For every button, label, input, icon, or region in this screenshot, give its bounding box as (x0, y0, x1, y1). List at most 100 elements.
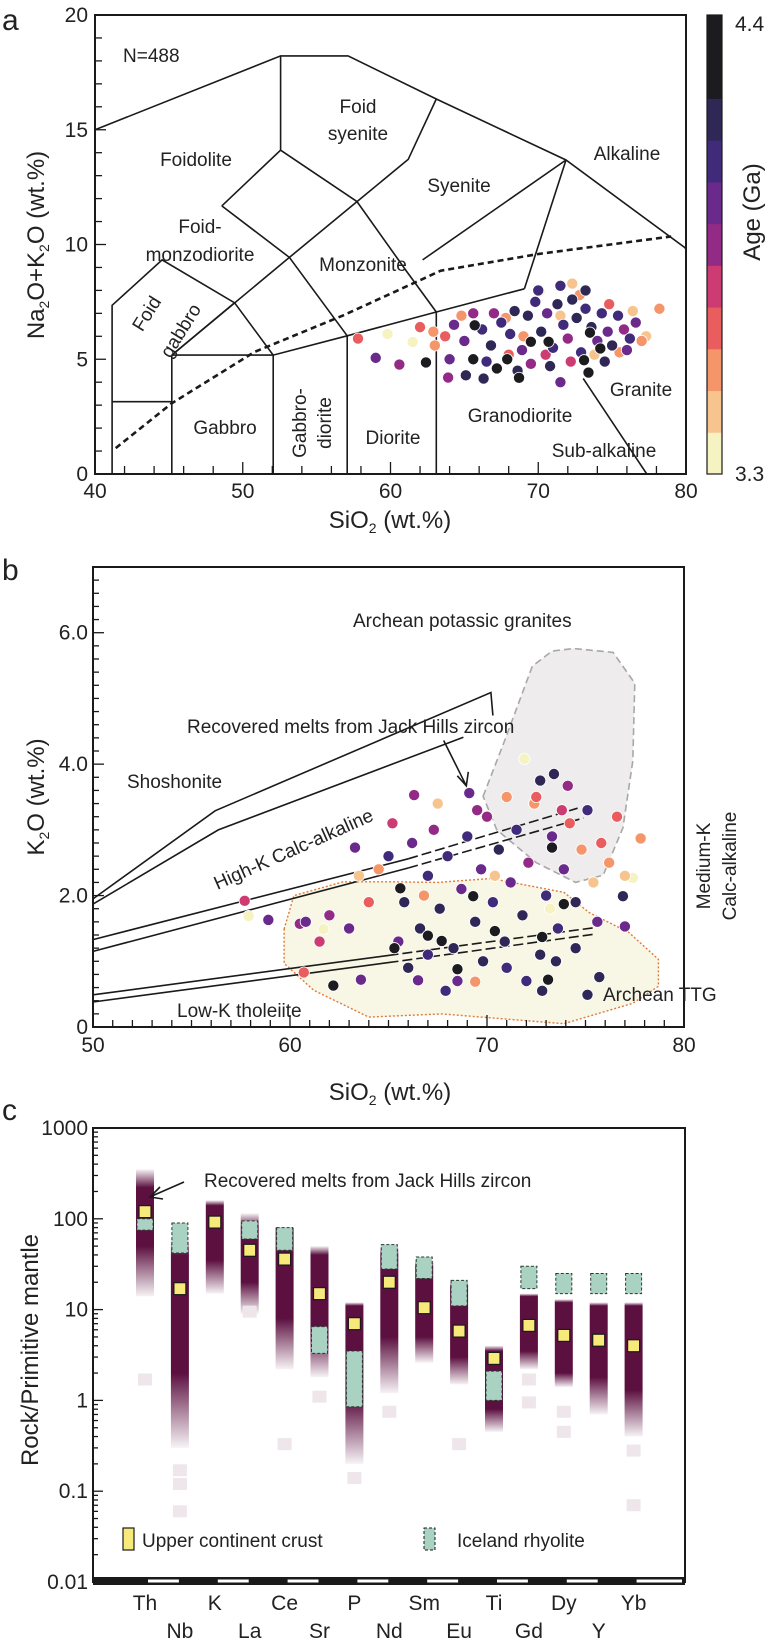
data-point (477, 372, 490, 385)
data-point (412, 974, 425, 987)
series-boundary-line (92, 961, 389, 1003)
melt-range-bar-Yb (624, 1302, 643, 1437)
field-boundary-line (221, 205, 348, 337)
data-point (524, 357, 537, 370)
melt-outlier-Nd (382, 1405, 397, 1418)
data-point (461, 830, 474, 843)
label-archean-ttg: Archean TTG (603, 985, 717, 1006)
x-axis-dash (636, 1579, 682, 1583)
data-point (323, 909, 336, 922)
y-tick-label: 0.1 (59, 1480, 88, 1503)
data-point (551, 298, 564, 311)
data-point (579, 302, 592, 315)
data-point (238, 894, 251, 907)
data-point (382, 850, 395, 863)
data-point (582, 366, 595, 379)
data-point (540, 889, 553, 902)
tas-field-labels: N=488 Foid syenite Foidolite Syenite Alk… (123, 46, 672, 462)
field-boundary-line (111, 258, 236, 474)
panel-a: a 40 50 60 70 80 0 5 10 15 20 N=488 Foid syenite … (2, 4, 766, 536)
melt-outlier-Gd (521, 1396, 536, 1409)
ucc-marker-Gd (522, 1318, 536, 1332)
data-point (579, 284, 592, 297)
y-tick-label: 0 (76, 463, 88, 486)
data-point (620, 344, 633, 357)
y-tick-label: 10 (65, 1299, 88, 1322)
colorbar-bin (707, 15, 722, 99)
field-boundary-line (356, 201, 437, 313)
data-point (518, 752, 531, 765)
data-point (501, 353, 514, 366)
data-point (421, 869, 434, 882)
x-tick-label-Th: Th (133, 1592, 158, 1615)
x-tick-label-Sr: Sr (309, 1620, 330, 1643)
ucc-marker-Sr (312, 1287, 327, 1301)
data-point (578, 354, 591, 367)
data-point (522, 856, 535, 869)
panel-label-a: a (2, 4, 19, 37)
label-foidolite: Foidolite (160, 150, 232, 171)
x-tick-label-P: P (347, 1592, 361, 1615)
ucc-marker-Ce (278, 1252, 292, 1266)
data-point (417, 889, 430, 902)
label-foid-monzodiorite: monzodiorite (146, 245, 255, 266)
data-point (504, 876, 517, 889)
data-point (635, 334, 648, 347)
data-point (510, 823, 523, 836)
data-point (561, 332, 574, 345)
data-point (421, 929, 434, 942)
x-tick-label-La: La (238, 1620, 262, 1643)
data-point (495, 316, 508, 329)
x-axis-dash (148, 1579, 179, 1583)
series-boundary-line (92, 736, 464, 905)
colorbar-bin (707, 181, 722, 225)
data-point (488, 869, 501, 882)
data-point (349, 841, 362, 854)
x-axis-dash (287, 1579, 319, 1583)
x-tick-label: 60 (278, 1034, 301, 1057)
y-tick-label: 4.0 (59, 753, 88, 776)
iceland-rhyolite-box-Th (136, 1218, 154, 1231)
data-point (242, 909, 255, 922)
age-colorbar (706, 14, 723, 475)
melts-arrow-head (456, 771, 470, 788)
data-point (542, 335, 555, 348)
melt-outlier-Sr (312, 1390, 327, 1403)
data-point (623, 332, 636, 345)
y-tick-label: 2.0 (59, 885, 88, 908)
tas-field-boundaries (94, 55, 687, 475)
data-point (343, 922, 356, 935)
y-tick-label: 5 (76, 348, 88, 371)
x-axis-label-b: SiO2 (wt.%) (329, 1079, 451, 1108)
iceland-rhyolite-box-La (241, 1220, 259, 1240)
ucc-marker-La (243, 1243, 257, 1257)
data-point (575, 843, 588, 856)
data-point (500, 791, 513, 804)
data-point (594, 342, 607, 355)
panel-label-c: c (2, 1094, 17, 1127)
x-tick-label-K: K (208, 1592, 222, 1615)
data-point (317, 923, 330, 936)
label-granodiorite: Granodiorite (468, 406, 573, 427)
colorbar-bin (707, 223, 722, 266)
legend-swatch-ucc (122, 1527, 135, 1551)
x-tick-label: 50 (81, 1034, 104, 1057)
data-point (433, 902, 446, 915)
series-boundary-line (92, 691, 494, 900)
x-tick-label: 50 (231, 480, 254, 503)
data-point (372, 863, 385, 876)
plot-a-ticks: 40 50 60 70 80 0 5 10 15 20 (65, 4, 698, 503)
melt-outlier-Nb (172, 1505, 187, 1518)
data-point (569, 896, 582, 909)
data-point (561, 779, 574, 792)
data-point (581, 804, 594, 817)
data-point (386, 817, 399, 830)
annotation-arrow (148, 1181, 185, 1200)
data-point (591, 915, 604, 928)
data-point (587, 876, 600, 889)
melt-outlier-Yb (626, 1444, 641, 1457)
data-point (327, 979, 340, 992)
iceland-rhyolite-box-Eu (450, 1279, 468, 1307)
x-axis-dash (497, 1579, 528, 1583)
